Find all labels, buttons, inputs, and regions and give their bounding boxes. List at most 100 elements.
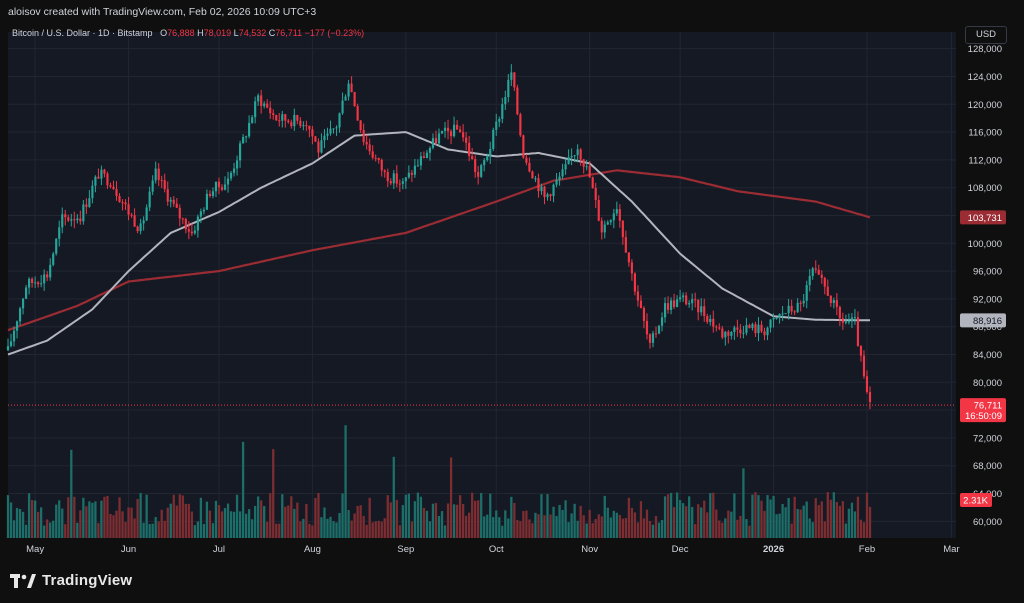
volume-bar <box>85 506 88 538</box>
last-price-tag: 76,711 <box>974 401 1002 412</box>
volume-bar <box>471 492 474 538</box>
candle-body <box>335 127 338 129</box>
candle-body <box>621 220 624 238</box>
candle-body <box>437 133 441 144</box>
volume-bar <box>335 522 338 538</box>
candle-body <box>341 100 344 114</box>
volume-bar <box>805 501 808 538</box>
volume-tag: 2.31K <box>963 496 988 507</box>
candle-body <box>561 169 564 177</box>
volume-bar <box>672 507 676 538</box>
volume-bar <box>606 507 609 538</box>
candle-body <box>549 194 552 197</box>
volume-bar <box>263 506 266 538</box>
high-value: 78,019 <box>203 28 232 38</box>
candle-body <box>778 313 781 318</box>
volume-bar <box>639 501 643 538</box>
candle-body <box>18 308 22 322</box>
last-price-tag-bg <box>960 398 1006 423</box>
candle-body <box>94 176 97 186</box>
volume-bar <box>124 521 127 538</box>
volume-bar <box>455 504 459 538</box>
currency-button[interactable]: USD <box>965 26 1007 44</box>
volume-bar <box>694 524 697 538</box>
candle-body <box>416 165 419 167</box>
candle-body <box>386 172 389 182</box>
volume-bar <box>97 523 100 538</box>
price-chart[interactable]: 128,000 124,000 120,000 116,000 112,000 108,0… <box>0 24 1024 560</box>
volume-bar <box>142 522 145 538</box>
tradingview-logo[interactable]: TradingView <box>10 572 132 589</box>
candle-body <box>823 277 826 287</box>
volume-bar <box>540 494 543 538</box>
candle-body <box>139 223 142 232</box>
candle-body <box>739 329 742 334</box>
candle-body <box>516 87 519 115</box>
candle-body <box>214 181 218 192</box>
volume-bar <box>169 503 172 538</box>
candle-body <box>844 321 847 323</box>
candle-body <box>645 320 649 335</box>
chart-frame[interactable]: 128,000 124,000 120,000 116,000 112,000 108,0… <box>0 24 1024 560</box>
volume-bar <box>799 509 802 538</box>
volume-bar <box>648 521 652 538</box>
volume-bar <box>139 493 142 538</box>
volume-bar <box>437 516 441 538</box>
candle-body <box>820 274 823 278</box>
candle-body <box>317 141 320 153</box>
volume-bar <box>33 500 37 538</box>
candle-body <box>811 268 814 277</box>
candle-body <box>61 214 64 228</box>
footer <box>0 560 1024 603</box>
volume-bar <box>624 518 628 538</box>
candle-body <box>112 186 115 190</box>
volume-bar <box>709 493 712 538</box>
volume-bar <box>374 521 377 538</box>
volume-bar <box>458 495 462 538</box>
volume-bar <box>371 522 374 538</box>
candle-body <box>299 120 302 126</box>
x-tick-label: Oct <box>489 544 504 555</box>
volume-bar <box>266 521 269 538</box>
candle-body <box>498 118 501 122</box>
x-tick-label: Mar <box>943 544 959 555</box>
volume-bar <box>630 507 634 538</box>
candle-body <box>380 159 383 171</box>
candle-body <box>669 300 673 310</box>
candle-body <box>359 120 362 130</box>
volume-bar <box>220 511 224 538</box>
volume-bar <box>362 515 365 538</box>
candle-body <box>468 142 471 157</box>
volume-bar <box>615 512 618 538</box>
candle-body <box>727 331 730 336</box>
candle-body <box>564 164 567 170</box>
countdown-tag: 16:50:09 <box>965 411 1002 422</box>
candle-body <box>633 273 636 292</box>
y-tick-label: 124,000 <box>968 72 1002 83</box>
plot-area[interactable] <box>8 32 956 538</box>
volume-bar <box>55 504 58 538</box>
candle-body <box>525 157 528 163</box>
volume-bar <box>368 497 371 538</box>
volume-bar <box>576 520 579 538</box>
candle-body <box>576 149 579 156</box>
candle-body <box>91 185 94 199</box>
ma-long-price-tag-bg <box>960 210 1006 225</box>
volume-bar <box>311 525 314 538</box>
volume-bar <box>784 507 787 538</box>
candle-body <box>344 96 347 101</box>
candle-body <box>79 218 82 222</box>
candle-body <box>410 172 413 175</box>
candle-body <box>248 122 251 137</box>
price-axis-area <box>956 24 1024 560</box>
volume-bar <box>244 513 248 538</box>
volume-bar <box>187 503 190 538</box>
candle-body <box>407 172 410 178</box>
volume-bar <box>546 494 549 538</box>
volume-bar <box>796 509 799 538</box>
candle-body <box>600 220 603 233</box>
volume-bar <box>763 510 766 538</box>
candle-body <box>715 326 718 328</box>
candle-body <box>389 181 392 184</box>
candle-body <box>323 135 326 141</box>
